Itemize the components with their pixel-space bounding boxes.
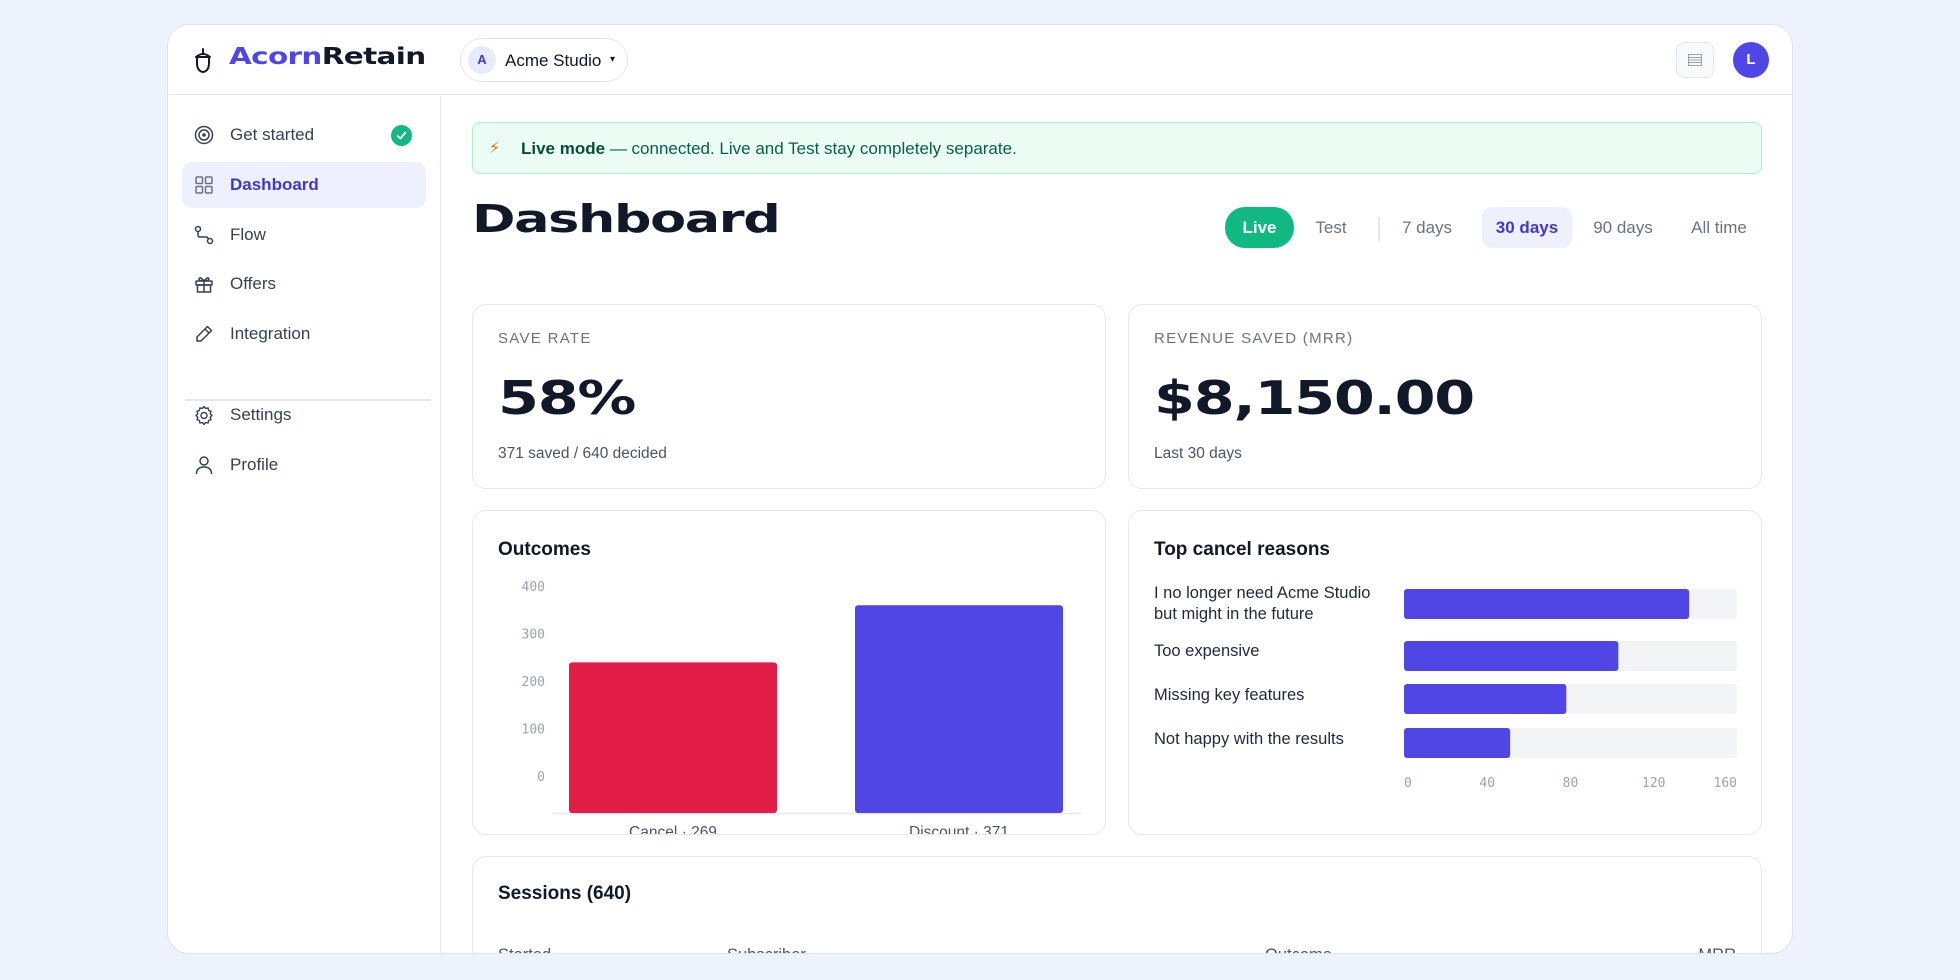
stat-subtext: 371 saved / 640 decided bbox=[498, 445, 667, 462]
sidebar-item-label: Get started bbox=[230, 125, 315, 144]
chevron-down-icon: ▾ bbox=[610, 54, 616, 65]
cancel-reasons-card: Top cancel reasons I no longer need Acme… bbox=[1128, 510, 1762, 835]
user-icon bbox=[195, 456, 213, 475]
sidebar: Get started Dashboard Flow bbox=[168, 96, 441, 953]
sidebar-item-label: Integration bbox=[230, 324, 311, 343]
bar-cancel bbox=[569, 662, 777, 813]
x-tick-label: 120 bbox=[1642, 776, 1665, 791]
save-rate-value: 58% bbox=[498, 371, 636, 425]
column-header-started[interactable]: Started bbox=[498, 946, 551, 953]
outcomes-card: Outcomes 0 100 200 300 400 Cancel · 269 Discou… bbox=[472, 510, 1106, 835]
banner-bold: Live mode bbox=[521, 139, 606, 158]
main-content: ⚡ Live mode — connected. Live and Test s… bbox=[442, 96, 1792, 953]
sidebar-item-label: Dashboard bbox=[230, 175, 319, 194]
top-header: AcornRetain A Acme Studio ▾ L bbox=[168, 25, 1792, 95]
sidebar-item-get-started[interactable]: Get started bbox=[182, 112, 426, 158]
range-90-days-button[interactable]: 90 days bbox=[1593, 218, 1653, 237]
acorn-icon bbox=[195, 48, 211, 74]
reason-bar bbox=[1404, 728, 1511, 758]
column-header-subscriber[interactable]: Subscriber bbox=[727, 946, 806, 953]
test-mode-button[interactable]: Test bbox=[1315, 218, 1347, 237]
brand-part-1: Acorn bbox=[229, 44, 322, 70]
sessions-title: Sessions (640) bbox=[498, 883, 632, 904]
sidebar-item-label: Settings bbox=[230, 405, 292, 424]
app-window: AcornRetain A Acme Studio ▾ L Get starte… bbox=[167, 24, 1793, 954]
x-tick-label: 160 bbox=[1714, 776, 1737, 791]
sidebar-item-offers[interactable]: Offers bbox=[182, 261, 426, 307]
x-tick-label: 80 bbox=[1563, 776, 1579, 791]
stat-subtext: Last 30 days bbox=[1154, 445, 1242, 462]
reason-label: Too expensive bbox=[1154, 642, 1260, 660]
y-tick-label: 400 bbox=[522, 580, 545, 595]
sidebar-item-profile[interactable]: Profile bbox=[182, 442, 426, 488]
range-7-days-button[interactable]: 7 days bbox=[1401, 218, 1453, 237]
bar-discount bbox=[855, 605, 1063, 813]
gear-icon bbox=[195, 405, 213, 425]
column-header-mrr[interactable]: MRR bbox=[1698, 946, 1736, 953]
panel-icon bbox=[1688, 54, 1702, 66]
sidebar-item-dashboard[interactable]: Dashboard bbox=[182, 162, 426, 208]
sidebar-item-label: Profile bbox=[230, 455, 279, 474]
column-header-outcome[interactable]: Outcome bbox=[1265, 946, 1332, 953]
page-title: Dashboard bbox=[472, 197, 781, 241]
x-tick-label: 0 bbox=[1404, 776, 1412, 791]
live-mode-button[interactable]: Live bbox=[1225, 207, 1294, 248]
check-icon bbox=[391, 125, 412, 146]
y-tick-label: 200 bbox=[522, 675, 545, 690]
sidebar-item-integration[interactable]: Integration bbox=[182, 311, 426, 357]
sidebar-item-settings[interactable]: Settings bbox=[182, 392, 426, 438]
revenue-saved-value: $8,150.00 bbox=[1154, 371, 1475, 425]
workspace-name: Acme Studio bbox=[505, 51, 602, 70]
sidebar-item-flow[interactable]: Flow bbox=[182, 212, 426, 258]
sessions-card: Sessions (640) Started Subscriber Outcom… bbox=[472, 856, 1762, 953]
brand-part-2: Retain bbox=[321, 44, 426, 70]
stat-label: SAVE RATE bbox=[498, 330, 592, 347]
user-avatar[interactable]: L bbox=[1733, 42, 1769, 78]
chart-title: Outcomes bbox=[498, 539, 591, 560]
category-label: Discount · 371 bbox=[909, 824, 1009, 835]
reason-bar bbox=[1404, 684, 1567, 714]
gift-icon bbox=[195, 277, 213, 293]
outcomes-chart: 0 100 200 300 400 Cancel · 269 Discount · 371 bbox=[522, 580, 1081, 835]
flow-icon bbox=[194, 225, 214, 245]
sidebar-item-label: Flow bbox=[230, 225, 266, 244]
reason-label: Missing key features bbox=[1154, 686, 1305, 704]
banner-text: Live mode — connected. Live and Test sta… bbox=[521, 139, 1017, 159]
sidebar-item-label: Offers bbox=[230, 274, 276, 293]
panel-toggle-button[interactable] bbox=[1676, 42, 1714, 78]
target-icon bbox=[194, 125, 214, 145]
grid-icon bbox=[195, 176, 213, 194]
y-tick-label: 0 bbox=[537, 770, 545, 785]
brand-logo[interactable]: AcornRetain bbox=[229, 44, 426, 70]
workspace-switcher[interactable]: A Acme Studio ▾ bbox=[460, 38, 628, 82]
reason-bar bbox=[1404, 589, 1690, 619]
range-all-time-button[interactable]: All time bbox=[1691, 218, 1747, 237]
cancel-reasons-chart: 0 40 80 120 160 bbox=[1404, 589, 1737, 791]
x-tick-label: 40 bbox=[1479, 776, 1495, 791]
save-rate-card: SAVE RATE 58% 371 saved / 640 decided bbox=[472, 304, 1106, 489]
revenue-saved-card: REVENUE SAVED (MRR) $8,150.00 Last 30 da… bbox=[1128, 304, 1762, 489]
reason-label: I no longer need Acme Studio but might i… bbox=[1154, 584, 1371, 623]
lightning-icon: ⚡ bbox=[489, 140, 501, 157]
live-mode-banner: ⚡ Live mode — connected. Live and Test s… bbox=[472, 122, 1762, 174]
category-label: Cancel · 269 bbox=[629, 824, 717, 835]
toolbar-divider bbox=[1378, 217, 1380, 241]
y-tick-label: 100 bbox=[522, 723, 545, 738]
stat-label: REVENUE SAVED (MRR) bbox=[1154, 330, 1354, 347]
y-tick-label: 300 bbox=[522, 628, 545, 643]
pen-icon bbox=[196, 325, 213, 342]
sidebar-divider bbox=[185, 399, 431, 401]
reason-label: Not happy with the results bbox=[1154, 730, 1344, 748]
reason-bar bbox=[1404, 641, 1619, 671]
range-30-days-button[interactable]: 30 days bbox=[1482, 207, 1572, 248]
banner-message: — connected. Live and Test stay complete… bbox=[605, 139, 1017, 158]
workspace-avatar: A bbox=[468, 46, 496, 74]
chart-title: Top cancel reasons bbox=[1154, 539, 1330, 560]
